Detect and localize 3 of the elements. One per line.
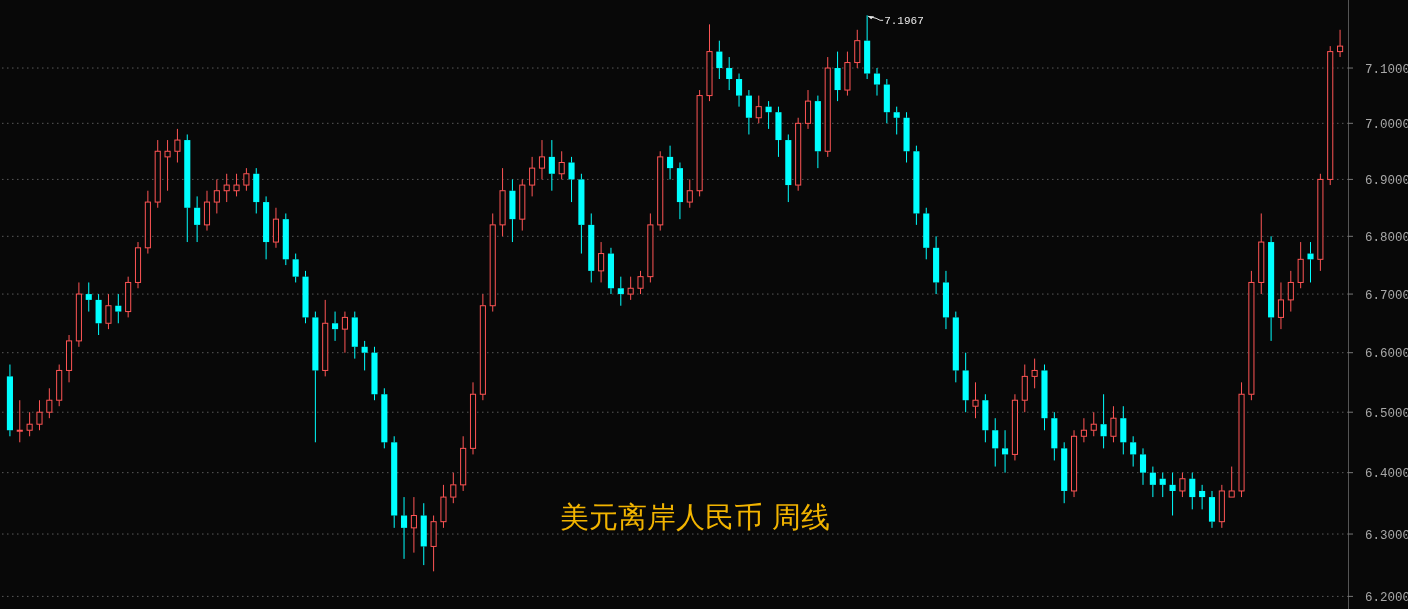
annotation: 7.1967 — [867, 15, 924, 28]
title: 美元离岸人民币 周线 — [559, 500, 831, 534]
annotation: 7.1967 — [884, 15, 924, 28]
